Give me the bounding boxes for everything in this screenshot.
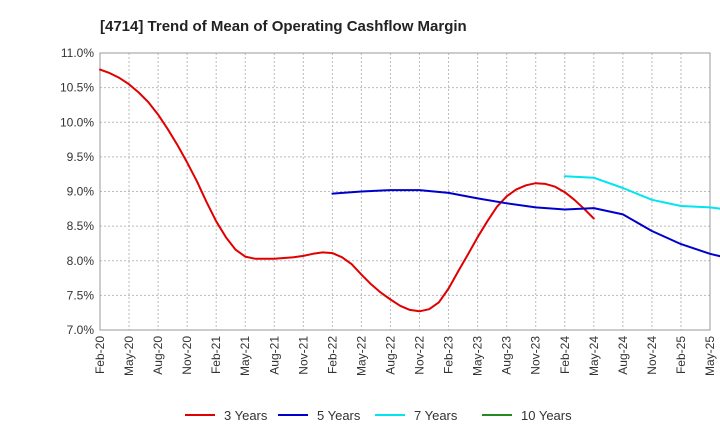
x-tick-label: May-25 (703, 336, 717, 376)
y-tick-label: 10.5% (60, 81, 94, 95)
x-tick-label: Nov-22 (413, 336, 427, 375)
x-tick-label: Feb-21 (209, 336, 223, 374)
legend: 3 Years 5 Years 7 Years 10 Years (185, 408, 572, 423)
y-tick-label: 11.0% (61, 46, 94, 60)
grid-lines (99, 52, 711, 331)
x-tick-label: Feb-22 (325, 336, 339, 374)
x-tick-label: Feb-25 (674, 336, 688, 374)
x-tick-label: Feb-23 (442, 336, 456, 374)
x-axis-tick-labels: Feb-20 May-20 Aug-20 Nov-20 Feb-21 May-21 Aug-… (93, 336, 717, 376)
x-tick-label: Aug-21 (267, 336, 281, 375)
y-tick-label: 7.0% (67, 323, 95, 337)
y-tick-label: 9.5% (67, 150, 95, 164)
y-tick-label: 8.5% (67, 219, 95, 233)
legend-label: 5 Years (317, 408, 361, 423)
x-tick-label: May-20 (122, 336, 136, 376)
y-axis-tick-labels: 7.0% 7.5% 8.0% 8.5% 9.0% 9.5% 10.0% 10.5% 11.0% (60, 46, 94, 337)
plot-area-frame (99, 52, 711, 331)
x-tick-label: Aug-23 (500, 336, 514, 375)
x-tick-label: Nov-20 (180, 336, 194, 375)
series-lines (99, 68, 720, 313)
y-tick-label: 10.0% (60, 115, 94, 129)
x-tick-label: Aug-24 (616, 336, 630, 375)
x-tick-label: Feb-24 (558, 336, 572, 374)
x-tick-label: Aug-20 (151, 336, 165, 375)
x-tick-label: Nov-21 (296, 336, 310, 375)
legend-label: 3 Years (224, 408, 268, 423)
series-line-7-years (563, 175, 720, 210)
x-tick-label: Nov-24 (645, 336, 659, 375)
x-tick-label: Feb-20 (93, 336, 107, 374)
x-tick-label: May-23 (471, 336, 485, 376)
y-tick-label: 9.0% (67, 185, 95, 199)
chart-title: [4714] Trend of Mean of Operating Cashfl… (100, 18, 467, 35)
legend-label: 7 Years (414, 408, 458, 423)
x-tick-label: May-24 (587, 336, 601, 376)
y-tick-label: 7.5% (67, 288, 95, 302)
x-tick-label: Nov-23 (529, 336, 543, 375)
x-tick-label: May-21 (238, 336, 252, 376)
legend-label: 10 Years (521, 408, 572, 423)
x-tick-label: May-22 (354, 336, 368, 376)
x-tick-label: Aug-22 (383, 336, 397, 375)
series-line-3-years (99, 68, 595, 313)
y-tick-label: 8.0% (67, 254, 95, 268)
